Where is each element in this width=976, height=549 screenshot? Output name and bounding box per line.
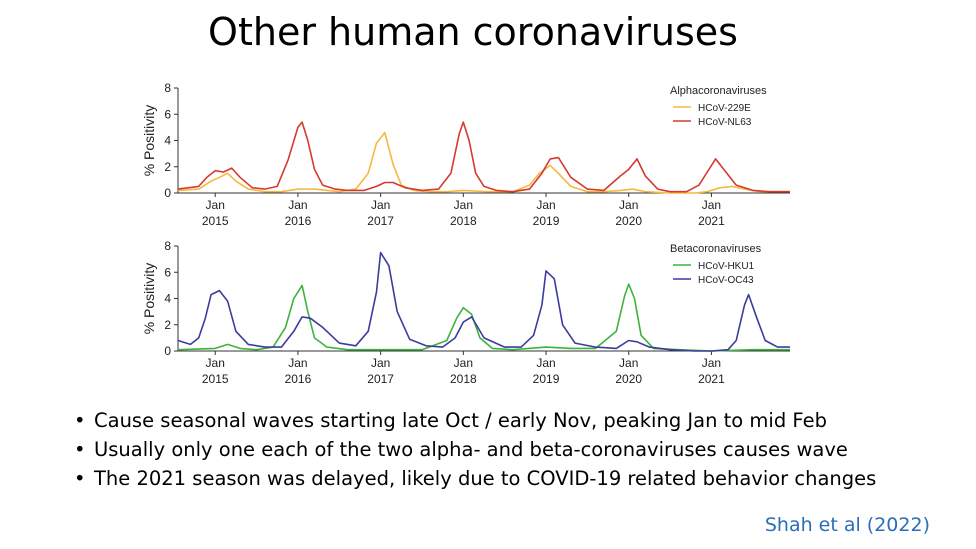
legend-label: HCoV-229E bbox=[698, 103, 751, 114]
bullet-item: Cause seasonal waves starting late Oct /… bbox=[72, 406, 876, 435]
series-line-hcov-nl63 bbox=[177, 121, 790, 193]
y-tick-label: 6 bbox=[164, 265, 171, 279]
x-tick-label-month: Jan bbox=[454, 198, 473, 212]
x-tick-label-month: Jan bbox=[206, 356, 225, 370]
x-tick-label-month: Jan bbox=[619, 198, 638, 212]
legend-label: HCoV-NL63 bbox=[698, 117, 752, 128]
x-tick-label-year: 2018 bbox=[450, 214, 477, 228]
y-tick-label: 2 bbox=[164, 318, 171, 332]
x-tick-label-year: 2019 bbox=[533, 372, 560, 386]
x-tick-label-month: Jan bbox=[702, 356, 721, 370]
x-tick-label-year: 2018 bbox=[450, 372, 477, 386]
x-tick-label-month: Jan bbox=[371, 356, 390, 370]
y-tick-label: 0 bbox=[164, 344, 171, 358]
alphacoronavirus-chart: 0 2 4 6 8 Jan 2015 Jan 2016 Jan 2017 Jan 2018 Jan 2019… bbox=[130, 80, 800, 230]
x-tick-label-year: 2016 bbox=[285, 214, 312, 228]
x-tick-label-month: Jan bbox=[288, 198, 307, 212]
x-tick-label-month: Jan bbox=[371, 198, 390, 212]
y-axis-label: % Positivity bbox=[141, 263, 157, 335]
x-tick-label-year: 2021 bbox=[698, 372, 725, 386]
x-tick-label-year: 2015 bbox=[202, 214, 229, 228]
bullet-item: Usually only one each of the two alpha- … bbox=[72, 435, 876, 464]
legend-title: Betacoronaviruses bbox=[670, 243, 762, 255]
citation-link[interactable]: Shah et al (2022) bbox=[764, 514, 930, 536]
legend-title: Alphacoronaviruses bbox=[670, 85, 767, 97]
x-tick-label-month: Jan bbox=[454, 356, 473, 370]
y-axis-label: % Positivity bbox=[141, 105, 157, 177]
x-tick-label-month: Jan bbox=[702, 198, 721, 212]
x-tick-label-month: Jan bbox=[536, 198, 555, 212]
y-tick-label: 0 bbox=[164, 186, 171, 200]
x-tick-label-year: 2020 bbox=[615, 372, 642, 386]
slide-title: Other human coronaviruses bbox=[208, 10, 738, 54]
y-tick-label: 4 bbox=[164, 292, 171, 306]
chart-svg: 0 2 4 6 8 Jan 2015 Jan 2016 Jan 2017 Jan 2018 Jan 2019… bbox=[141, 239, 790, 386]
x-tick-label-month: Jan bbox=[288, 356, 307, 370]
y-tick-label: 4 bbox=[164, 134, 171, 148]
legend-label: HCoV-OC43 bbox=[698, 275, 754, 286]
x-tick-label-month: Jan bbox=[536, 356, 555, 370]
x-tick-label-year: 2016 bbox=[285, 372, 312, 386]
betacoronavirus-chart: 0 2 4 6 8 Jan 2015 Jan 2016 Jan 2017 Jan 2018 Jan 2019… bbox=[130, 238, 800, 388]
bullet-list: Cause seasonal waves starting late Oct /… bbox=[72, 406, 876, 493]
x-tick-label-month: Jan bbox=[206, 198, 225, 212]
x-tick-label-year: 2015 bbox=[202, 372, 229, 386]
x-tick-label-month: Jan bbox=[619, 356, 638, 370]
y-tick-label: 6 bbox=[164, 107, 171, 121]
series-line-hcov-229e bbox=[177, 131, 790, 194]
legend-label: HCoV-HKU1 bbox=[698, 261, 755, 272]
x-tick-label-year: 2019 bbox=[533, 214, 560, 228]
chart-svg: 0 2 4 6 8 Jan 2015 Jan 2016 Jan 2017 Jan 2018 Jan 2019… bbox=[141, 81, 790, 228]
y-tick-label: 8 bbox=[164, 239, 171, 253]
series-line-hcov-hku1 bbox=[177, 283, 790, 352]
bullet-item: The 2021 season was delayed, likely due … bbox=[72, 464, 876, 493]
x-tick-label-year: 2020 bbox=[615, 214, 642, 228]
y-tick-label: 2 bbox=[164, 160, 171, 174]
x-tick-label-year: 2017 bbox=[367, 372, 394, 386]
series-line-hcov-oc43 bbox=[177, 251, 790, 352]
y-tick-label: 8 bbox=[164, 81, 171, 95]
x-tick-label-year: 2021 bbox=[698, 214, 725, 228]
x-tick-label-year: 2017 bbox=[367, 214, 394, 228]
